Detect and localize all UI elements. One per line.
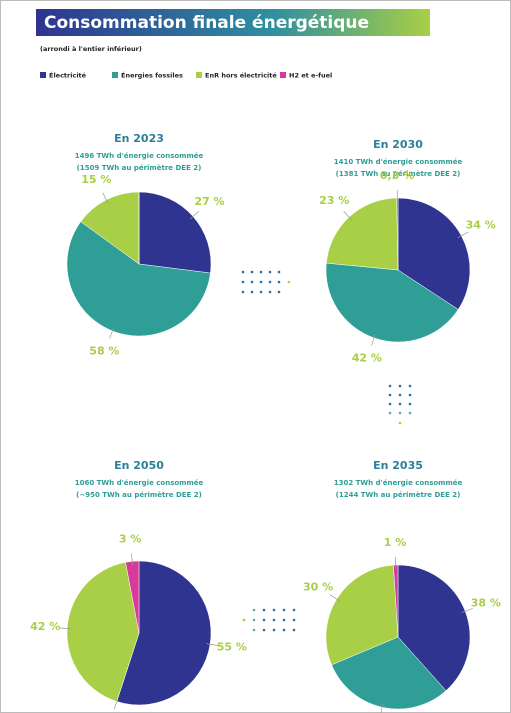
- arrow-down: [388, 384, 412, 425]
- legend-label: H2 et e-fuel: [289, 72, 332, 80]
- legend-label: Énergies fossiles: [121, 71, 183, 80]
- leader-line: [189, 210, 200, 220]
- legend-swatch: [196, 72, 202, 78]
- value-label: 55 %: [217, 641, 247, 654]
- value-label: 23 %: [319, 194, 349, 207]
- value-label: 58 %: [89, 344, 119, 357]
- pie-title: En 2030: [373, 138, 423, 151]
- value-label: 3 %: [119, 532, 142, 545]
- pie-title: En 2035: [373, 459, 423, 472]
- title-banner: [36, 9, 430, 36]
- value-label: 38 %: [471, 596, 501, 609]
- leader-line: [109, 327, 115, 339]
- pie-title: En 2023: [114, 132, 164, 145]
- leader-line: [59, 627, 72, 630]
- leader-line: [457, 231, 469, 238]
- legend-swatch: [280, 72, 286, 78]
- pie-title: En 2050: [114, 459, 164, 472]
- legend-label: Électricité: [49, 71, 87, 80]
- legend-swatch: [40, 72, 46, 78]
- value-label: 42 %: [352, 352, 382, 365]
- value-label: 30 %: [303, 580, 333, 593]
- arrow-right: [241, 270, 291, 294]
- title: Consommation finale énergétique: [44, 13, 369, 33]
- subtitle: (arrondi à l'entier inférieur): [40, 45, 142, 53]
- leader-line: [380, 703, 384, 713]
- pie-subtitle: (1509 TWh au périmètre DEE 2): [77, 164, 202, 172]
- leader-line: [131, 553, 133, 566]
- leader-line: [329, 594, 341, 602]
- pie-subtitle: 1410 TWh d'énergie consommée: [334, 158, 463, 166]
- value-label: 27 %: [194, 195, 224, 208]
- legend-label: EnR hors électricité: [205, 72, 277, 80]
- leader-line: [206, 643, 219, 646]
- pie-subtitle: (1381 TWh au périmètre DEE 2): [336, 170, 461, 178]
- value-label: 0,3 %: [380, 169, 414, 182]
- leader-line: [371, 334, 376, 346]
- leader-line: [343, 211, 353, 221]
- pie-subtitle: 1060 TWh d'énergie consommée: [75, 479, 204, 487]
- legend-swatch: [112, 72, 118, 78]
- value-label: 1 %: [384, 536, 407, 549]
- value-label: 15 %: [81, 173, 111, 186]
- pie-subtitle: (~950 TWh au périmètre DEE 2): [76, 491, 202, 499]
- pie-subtitle: 1496 TWh d'énergie consommée: [75, 152, 204, 160]
- pie-subtitle: (1244 TWh au périmètre DEE 2): [336, 491, 461, 499]
- pie-subtitle: 1302 TWh d'énergie consommée: [334, 479, 463, 487]
- value-label: 34 %: [466, 218, 496, 231]
- arrow-left: [242, 608, 296, 632]
- leader-line: [102, 192, 109, 204]
- leader-line: [461, 608, 473, 614]
- value-label: 42 %: [30, 620, 60, 633]
